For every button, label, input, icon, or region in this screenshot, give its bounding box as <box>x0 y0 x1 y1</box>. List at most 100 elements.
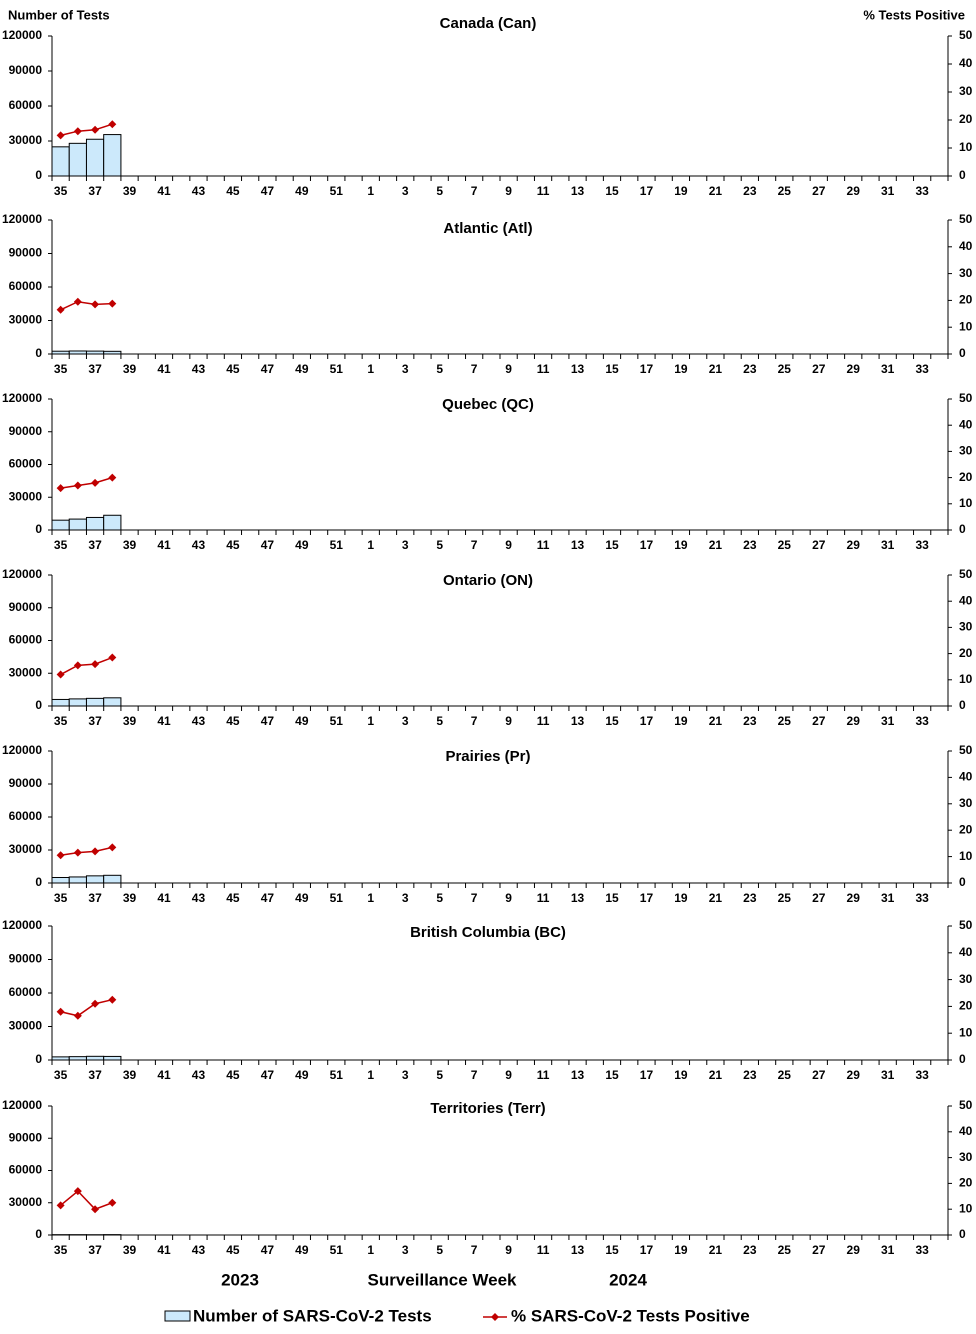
panel-title: British Columbia (BC) <box>410 924 566 941</box>
y-tick-label: 0 <box>35 1052 42 1066</box>
x-tick-label: 31 <box>881 1068 895 1082</box>
x-tick-label: 13 <box>571 362 585 376</box>
x-tick-label: 45 <box>226 891 240 905</box>
x-tick-label: 27 <box>812 184 826 198</box>
x-tick-label: 15 <box>605 1243 619 1257</box>
x-tick-label: 41 <box>157 714 171 728</box>
x-tick-label: 15 <box>605 714 619 728</box>
x-tick-label: 43 <box>192 184 206 198</box>
y-tick-label: 0 <box>35 875 42 889</box>
x-tick-label: 45 <box>226 1243 240 1257</box>
bar <box>68 518 87 531</box>
marker <box>91 125 100 134</box>
bar <box>68 876 87 884</box>
y2-tick-label: 30 <box>959 972 973 986</box>
y2-tick-label: 0 <box>959 522 966 536</box>
x-tick-label: 37 <box>88 362 102 376</box>
y2-tick-label: 10 <box>959 140 973 154</box>
x-tick-label: 17 <box>640 538 654 552</box>
marker <box>56 484 65 493</box>
y-tick-label: 90000 <box>9 63 43 77</box>
x-tick-label: 1 <box>367 184 374 198</box>
x-tick-label: 49 <box>295 714 309 728</box>
x-tick-label: 11 <box>537 714 550 728</box>
x-tick-label: 39 <box>123 714 137 728</box>
y-tick-label: 90000 <box>9 952 43 966</box>
y2-tick-label: 40 <box>959 56 973 70</box>
x-tick-label: 51 <box>330 714 344 728</box>
line <box>60 656 113 676</box>
panel-title: Quebec (QC) <box>442 396 534 413</box>
x-tick-label: 23 <box>743 538 757 552</box>
x-tick-label: 7 <box>471 1243 478 1257</box>
x-tick-label: 17 <box>640 1243 654 1257</box>
x-tick-label: 35 <box>54 362 68 376</box>
x-tick-label: 37 <box>88 714 102 728</box>
y2-tick-label: 0 <box>959 698 966 712</box>
x-tick-label: 17 <box>640 891 654 905</box>
x-tick-label: 29 <box>847 184 861 198</box>
y-tick-label: 30000 <box>9 133 43 147</box>
x-tick-label: 41 <box>157 184 171 198</box>
line <box>60 476 113 489</box>
x-tick-label: 45 <box>226 184 240 198</box>
x-tick-label: 37 <box>88 538 102 552</box>
x-tick-label: 13 <box>571 1243 585 1257</box>
x-tick-label: 3 <box>402 184 409 198</box>
year-label: 2023 <box>221 1270 259 1289</box>
x-tick-label: 1 <box>367 714 374 728</box>
x-tick-label: 35 <box>54 1068 68 1082</box>
x-tick-label: 9 <box>505 184 512 198</box>
y2-tick-label: 0 <box>959 1227 966 1241</box>
x-tick-label: 31 <box>881 362 895 376</box>
x-tick-label: 9 <box>505 1068 512 1082</box>
x-tick-label: 51 <box>330 891 344 905</box>
marker <box>108 995 117 1004</box>
y2-tick-label: 20 <box>959 112 973 126</box>
x-tick-label: 11 <box>537 362 550 376</box>
x-tick-label: 25 <box>778 891 792 905</box>
x-tick-label: 27 <box>812 362 826 376</box>
x-tick-label: 43 <box>192 1068 206 1082</box>
x-tick-label: 31 <box>881 891 895 905</box>
x-tick-label: 7 <box>471 362 478 376</box>
y2-tick-label: 50 <box>959 212 973 226</box>
marker <box>73 1187 82 1196</box>
x-tick-label: 51 <box>330 1243 344 1257</box>
x-tick-label: 5 <box>436 714 443 728</box>
x-tick-label: 7 <box>471 1068 478 1082</box>
y2-tick-label: 10 <box>959 672 973 686</box>
x-tick-label: 37 <box>88 1068 102 1082</box>
bar <box>51 877 70 884</box>
x-tick-label: 31 <box>881 1243 895 1257</box>
y-tick-label: 60000 <box>9 1163 43 1177</box>
bar <box>51 519 70 531</box>
panel-title: Ontario (ON) <box>443 572 533 589</box>
marker <box>108 653 117 662</box>
y-tick-label: 120000 <box>2 743 42 757</box>
x-tick-label: 39 <box>123 891 137 905</box>
legend-swatch <box>164 1310 191 1322</box>
x-tick-label: 49 <box>295 1243 309 1257</box>
y2-tick-label: 10 <box>959 1201 973 1215</box>
y-tick-label: 60000 <box>9 809 43 823</box>
y2-tick-label: 0 <box>959 1052 966 1066</box>
x-tick-label: 51 <box>330 184 344 198</box>
y-tick-label: 120000 <box>2 567 42 581</box>
marker <box>108 299 117 308</box>
y2-tick-label: 50 <box>959 1098 973 1112</box>
x-tick-label: 21 <box>709 1243 723 1257</box>
y-tick-label: 0 <box>35 1227 42 1241</box>
x-tick-label: 23 <box>743 362 757 376</box>
x-tick-label: 1 <box>367 1068 374 1082</box>
x-tick-label: 23 <box>743 714 757 728</box>
y-tick-label: 90000 <box>9 424 43 438</box>
x-tick-label: 17 <box>640 1068 654 1082</box>
y2-tick-label: 30 <box>959 266 973 280</box>
y2-tick-label: 0 <box>959 168 966 182</box>
x-tick-label: 45 <box>226 538 240 552</box>
x-tick-label: 19 <box>674 538 688 552</box>
y2-tick-label: 20 <box>959 1176 973 1190</box>
bar <box>51 146 70 177</box>
marker <box>73 127 82 136</box>
